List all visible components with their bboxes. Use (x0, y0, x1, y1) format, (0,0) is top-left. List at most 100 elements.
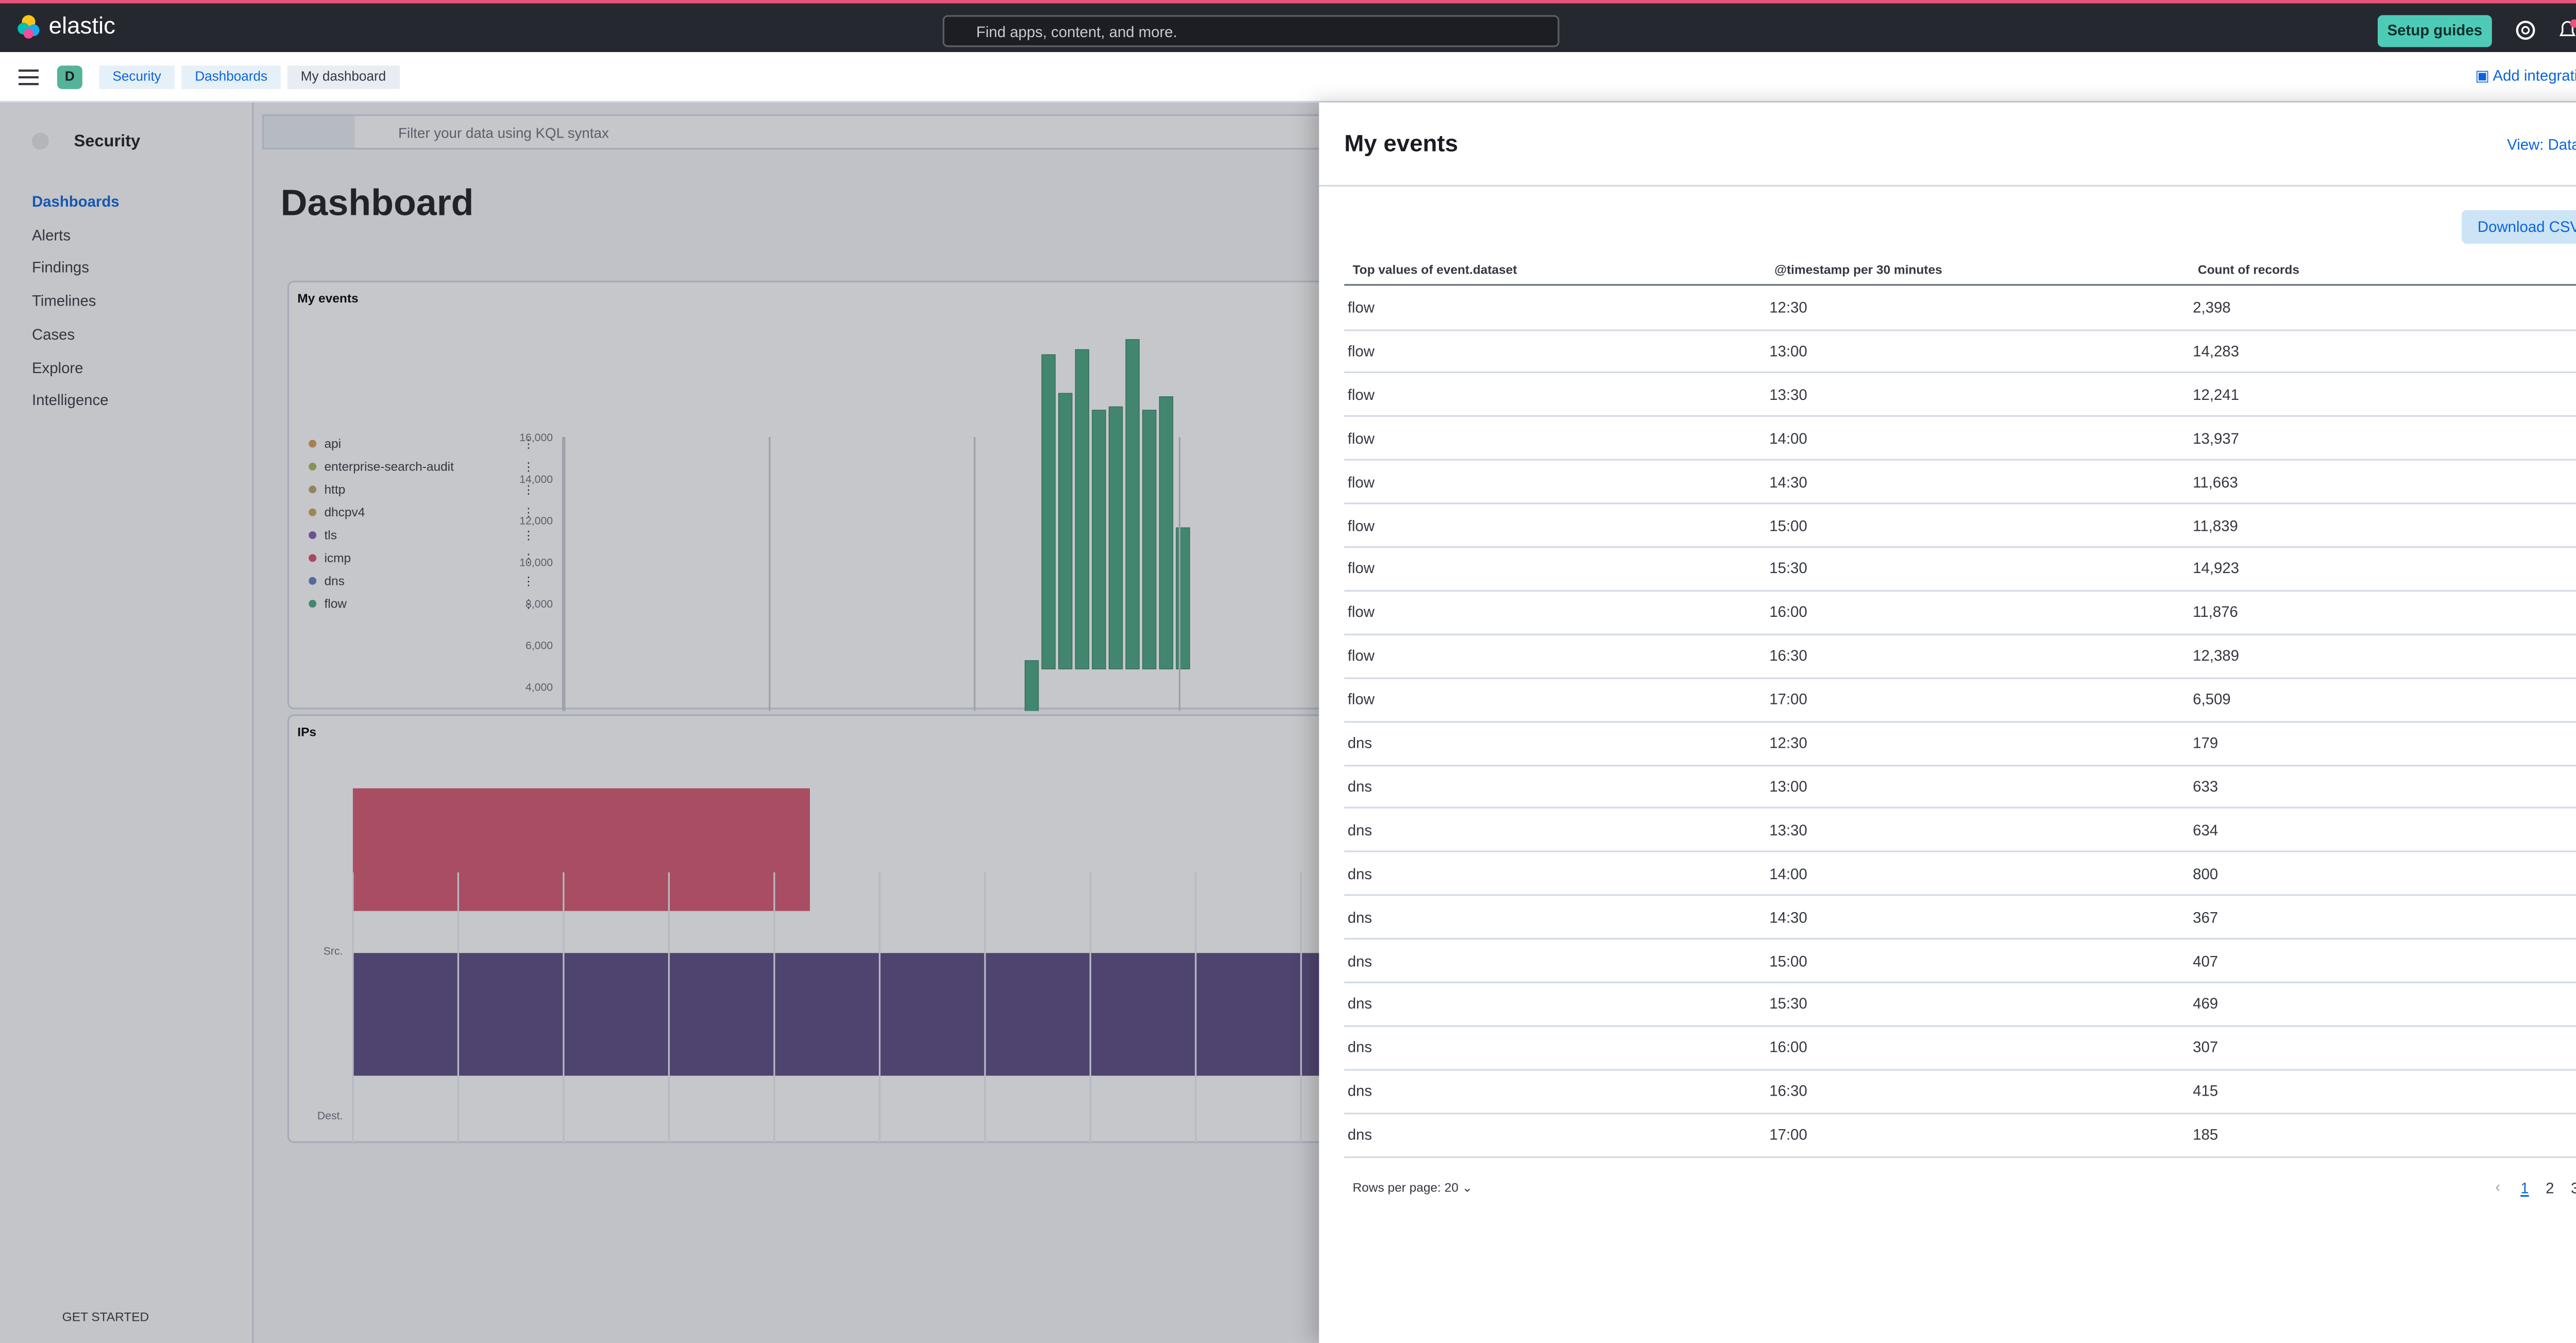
events-panel: My events api ⋮ enterprise-search-audit ⋮ ht… (287, 280, 1329, 711)
nav-title: Security (74, 132, 141, 152)
legend-menu: ⋮ (522, 437, 534, 450)
dashboard-title: Dashboard (280, 181, 474, 224)
legend-swatch (309, 577, 317, 585)
row-line (1344, 372, 2576, 374)
table-cell: 12,241 (2193, 386, 2240, 404)
modal-overlay[interactable] (0, 102, 1319, 1343)
row-line (1344, 1068, 2576, 1070)
row-line (1344, 938, 2576, 940)
help-icon[interactable] (2515, 20, 2535, 40)
table-cell: dns (1347, 996, 1372, 1013)
table-cell: flow (1347, 603, 1375, 621)
nav-logo (31, 132, 49, 150)
top-bar: elastic Find apps, content, and more. Se… (0, 0, 2576, 53)
breadcrumb[interactable]: My dashboard (287, 65, 400, 89)
legend-swatch (309, 554, 317, 562)
table-cell: flow (1347, 516, 1375, 534)
row-line (1344, 1112, 2576, 1114)
legend-label: icmp (324, 551, 351, 565)
row-line (1344, 981, 2576, 983)
nav-item[interactable]: Dashboards (31, 193, 120, 210)
table-cell: 14,283 (2193, 342, 2240, 360)
legend-swatch (309, 600, 317, 608)
table-cell: flow (1347, 342, 1375, 360)
side-nav: Security GET STARTED Dashboards Alerts Fin… (0, 102, 254, 1343)
legend-label: dns (324, 574, 344, 588)
table-cell: 6,509 (2193, 691, 2231, 708)
breadcrumb[interactable]: Security (99, 65, 175, 89)
table-cell: dns (1347, 909, 1372, 926)
add-integrations[interactable]: ▣ Add integrations (2475, 67, 2576, 86)
nav-item[interactable]: Explore (31, 359, 83, 376)
table-cell: 16:00 (1769, 1039, 1807, 1056)
space-badge[interactable]: D (57, 65, 82, 89)
row-line (1344, 807, 2576, 810)
table-cell: dns (1347, 1126, 1372, 1144)
table-cell: 15:30 (1769, 560, 1807, 577)
row-line (1344, 328, 2576, 330)
row-line (1344, 459, 2576, 461)
table-cell: 13:00 (1769, 342, 1807, 360)
view-selector[interactable]: View: Data ⌄ (2507, 136, 2576, 155)
table-cell: 800 (2193, 865, 2218, 882)
table-cell: 14:30 (1769, 909, 1807, 926)
download-csv[interactable]: Download CSV ⌄ (2462, 210, 2576, 244)
kql-filter[interactable]: Filter your data using KQL syntax (398, 124, 609, 141)
row-line (1344, 720, 2576, 723)
legend-menu: ⋮ (522, 483, 534, 496)
y-tick-label: 16,000 (519, 432, 553, 444)
table-cell: dns (1347, 952, 1372, 969)
table-cell: 12,389 (2193, 647, 2240, 664)
notifications-icon[interactable] (2556, 19, 2576, 42)
rows-per-page[interactable]: Rows per page: 20 ⌄ (1352, 1180, 1473, 1195)
y-tick-label: 12,000 (519, 515, 553, 527)
query-buttons (264, 116, 355, 148)
row-line (1344, 415, 2576, 417)
nav-item[interactable]: Findings (31, 259, 89, 277)
page-link[interactable]: 1 (2520, 1180, 2529, 1197)
table-cell: 14:30 (1769, 473, 1807, 491)
panel-title: IPs (297, 724, 317, 740)
legend-swatch (309, 462, 317, 471)
nav-item[interactable]: Intelligence (31, 392, 109, 409)
logo-icon (18, 15, 40, 39)
prev-page[interactable]: ‹ (2495, 1178, 2501, 1195)
breadcrumb[interactable]: Dashboards (181, 65, 281, 89)
view-label[interactable]: View: Data (2507, 136, 2576, 153)
download-label[interactable]: Download CSV (2477, 218, 2576, 236)
src-bar-decor (352, 788, 810, 911)
table-cell: 469 (2193, 996, 2218, 1013)
breadcrumb-bar: D ▣ Add integrations (0, 52, 2576, 103)
table-cell: dns (1347, 778, 1372, 795)
nav-item[interactable]: Cases (31, 326, 75, 343)
get-started[interactable]: GET STARTED (62, 1309, 149, 1325)
table-cell: 11,663 (2193, 473, 2238, 491)
column-header[interactable]: Count of records (2198, 262, 2300, 278)
table-cell: 13:00 (1769, 778, 1807, 795)
menu-icon[interactable] (18, 69, 39, 86)
column-header[interactable]: Top values of event.dataset (1352, 262, 1517, 278)
y-category-label: Src. (324, 946, 343, 958)
rows-per-page-label[interactable]: Rows per page: 20 (1352, 1180, 1459, 1195)
page-link[interactable]: 2 (2546, 1180, 2554, 1197)
legend-label: dhcpv4 (324, 506, 365, 519)
legend-label: api (324, 437, 341, 451)
legend-swatch (309, 485, 317, 494)
legend-swatch (309, 440, 317, 448)
table-cell: dns (1347, 865, 1372, 882)
add-integrations-label[interactable]: Add integrations (2493, 67, 2576, 85)
nav-item[interactable]: Timelines (31, 292, 96, 310)
table-cell: 15:00 (1769, 952, 1807, 969)
global-search[interactable]: Find apps, content, and more. (942, 15, 1560, 47)
row-line (1344, 894, 2576, 896)
setup-guides-button[interactable]: Setup guides (2378, 15, 2492, 47)
column-header[interactable]: @timestamp per 30 minutes (1774, 262, 1942, 278)
nav-item[interactable]: Alerts (31, 226, 71, 243)
table-cell: 13,937 (2193, 429, 2240, 447)
panel-title: My events (297, 291, 359, 306)
table-cell: dns (1347, 1039, 1372, 1056)
table-cell: flow (1347, 429, 1375, 447)
page-link[interactable]: 3 (2571, 1180, 2576, 1197)
row-line (1344, 851, 2576, 853)
